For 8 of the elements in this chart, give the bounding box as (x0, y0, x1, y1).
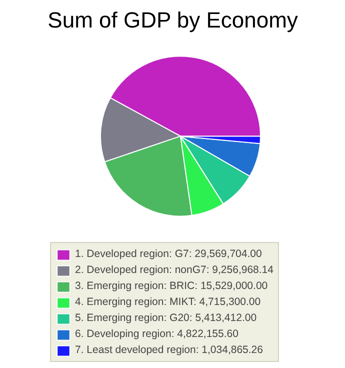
legend-label: 2. Developed region: nonG7: 9,256,968.14 (75, 263, 274, 277)
legend-label: 5. Emerging region: G20: 5,413,412.00 (75, 311, 257, 325)
legend-label: 3. Emerging region: BRIC: 15,529,000.00 (75, 279, 268, 293)
legend-label: 1. Developed region: G7: 29,569,704.00 (75, 247, 262, 261)
chart-title: Sum of GDP by Economy (48, 8, 298, 32)
legend-label: 6. Developing region: 4,822,155.60 (75, 327, 238, 341)
legend-label: 7. Least developed region: 1,034,865.26 (75, 343, 263, 357)
legend-label: 4. Emerging region: MIKT: 4,715,300.00 (75, 295, 261, 309)
